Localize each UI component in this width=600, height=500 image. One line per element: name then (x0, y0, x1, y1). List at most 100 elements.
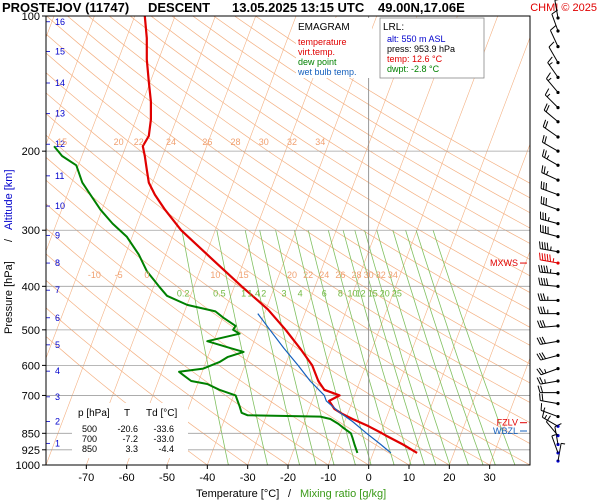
altitude-label: 5 (55, 340, 60, 350)
x-tick-label: 10 (403, 472, 415, 484)
wind-barb (539, 211, 560, 226)
wind-barb-staff (540, 259, 559, 264)
wind-barb-flag (540, 181, 543, 189)
series-temperature (141, 16, 418, 454)
mixing-ratio-label: 12 (356, 288, 366, 298)
wind-barb-half-flag (544, 414, 548, 419)
wind-barb-half-flag (545, 170, 549, 175)
wind-barb-staff (540, 271, 559, 275)
mixing-ratio-line (294, 230, 356, 465)
wind-barb-flag (540, 265, 544, 273)
wind-barb-staff (551, 13, 559, 32)
altitude-label: 3 (55, 392, 60, 402)
wind-barb-flag (540, 385, 544, 393)
dry-adiabat-line (192, 16, 530, 229)
mixing-ratio-label: 1 (241, 288, 246, 298)
wind-barb-flag (544, 242, 546, 250)
wind-barb-flag (545, 105, 550, 113)
wind-barb-flag (538, 367, 544, 375)
mixing-ratio-line (342, 230, 412, 465)
wind-barb-flag (542, 119, 547, 127)
wind-barb-staff (548, 46, 559, 63)
legend-item-wet-bulb: wet bulb temp. (297, 67, 357, 77)
levels-header-t: T (124, 408, 130, 419)
mixing-ratio-line (259, 230, 317, 465)
wind-barb-flag (541, 165, 544, 173)
wind-barb-flag (538, 277, 541, 285)
isotherm-line (166, 16, 337, 465)
dry-adiabat-line (67, 16, 530, 328)
legend-title: EMAGRAM (298, 22, 350, 33)
wind-barb (541, 149, 560, 167)
altitude-label: 8 (55, 258, 60, 268)
legend-item-dew-point: dew point (298, 57, 337, 67)
x-tick-label: -70 (78, 472, 94, 484)
wind-barb-flag (541, 336, 546, 344)
mixing-ratio-label: 4 (298, 288, 303, 298)
dry-adiabat-label: 32 (376, 270, 386, 280)
wind-barb-flag (537, 306, 541, 314)
wind-barb-half-flag (543, 407, 546, 412)
header-copyright: CHMI © 2025 (530, 2, 597, 14)
wind-barb (544, 88, 560, 110)
altitude-label: 7 (55, 285, 60, 295)
wind-barb-staff (540, 368, 559, 376)
level-marker-label: WBZL (493, 426, 518, 436)
altitude-label: 10 (55, 201, 65, 211)
dry-adiabat-label: 30 (259, 137, 269, 147)
wind-barb-staff (549, 30, 559, 47)
levels-table-box (72, 403, 188, 458)
wind-barb-flag (536, 368, 542, 376)
x-tick-label: -50 (159, 472, 175, 484)
wind-barb (536, 336, 560, 345)
dry-adiabat-line (234, 16, 530, 199)
wind-barb (538, 264, 560, 276)
wind-barb (537, 385, 560, 395)
altitude-label: 14 (55, 78, 65, 88)
levels-table: p [hPa] T Td [°C] 500 -20.6 -33.6 700 -7… (72, 403, 188, 458)
x-axis-label-separator: / (288, 488, 292, 500)
isotherm-line (46, 16, 176, 359)
mixing-ratio-label: 3 (281, 288, 286, 298)
dry-adiabat-line (46, 72, 530, 403)
mixing-ratio-label: 0.2 (177, 288, 190, 298)
wind-barb (542, 119, 560, 139)
mixing-ratio-line (392, 230, 469, 465)
x-axis-label-mixing-ratio: Mixing ratio [g/kg] (300, 488, 386, 500)
wind-barb-flag (545, 182, 547, 191)
wind-barb-flag (544, 253, 546, 261)
header-coords: 49.00N,17.06E (378, 0, 465, 15)
y-tick-label: 600 (22, 360, 40, 372)
y-axis-label-separator: / (3, 238, 15, 242)
dry-adiabat-label: -5 (115, 270, 123, 280)
levels-row-700-td: -33.0 (153, 434, 174, 444)
isotherm-line (126, 16, 297, 465)
wind-barb-flag (536, 337, 541, 345)
wind-barb-flag (539, 241, 541, 249)
levels-row-500-t: -20.6 (117, 424, 138, 434)
wind-barb-flag (538, 352, 544, 360)
y-tick-label: 700 (22, 390, 40, 402)
wind-barb-flag (539, 252, 541, 260)
mixing-ratio-line (275, 230, 335, 465)
dry-adiabat-label: 20 (114, 137, 124, 147)
wind-barb-flag (543, 197, 545, 205)
wind-barb-half-flag (547, 77, 552, 82)
wind-barb-half-flag (551, 434, 556, 437)
dry-adiabat-line (150, 16, 530, 260)
isotherm-line (449, 250, 530, 465)
x-tick-label: 0 (366, 472, 372, 484)
isotherm-line (489, 357, 530, 465)
header-station: PROSTEJOV (11747) (2, 0, 129, 15)
dry-adiabat-label: 32 (287, 137, 297, 147)
dry-adiabat-label: 0 (144, 270, 149, 280)
isotherm-line (46, 16, 136, 253)
wind-barb (543, 103, 560, 124)
wind-barb-flag (544, 121, 549, 129)
wind-barb-half-flag (546, 155, 550, 160)
dry-adiabat-label: 20 (287, 270, 297, 280)
wind-barb-half-flag (561, 442, 566, 445)
dry-adiabat-label: 22 (303, 270, 313, 280)
